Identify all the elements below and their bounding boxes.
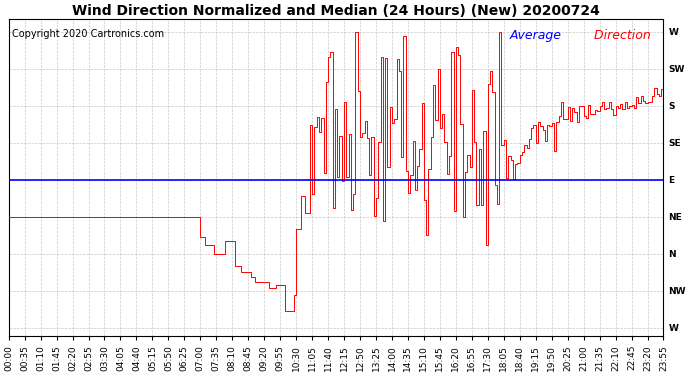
Text: Average: Average — [510, 29, 562, 42]
Text: Copyright 2020 Cartronics.com: Copyright 2020 Cartronics.com — [12, 29, 164, 39]
Title: Wind Direction Normalized and Median (24 Hours) (New) 20200724: Wind Direction Normalized and Median (24… — [72, 4, 600, 18]
Text: Direction: Direction — [590, 29, 651, 42]
